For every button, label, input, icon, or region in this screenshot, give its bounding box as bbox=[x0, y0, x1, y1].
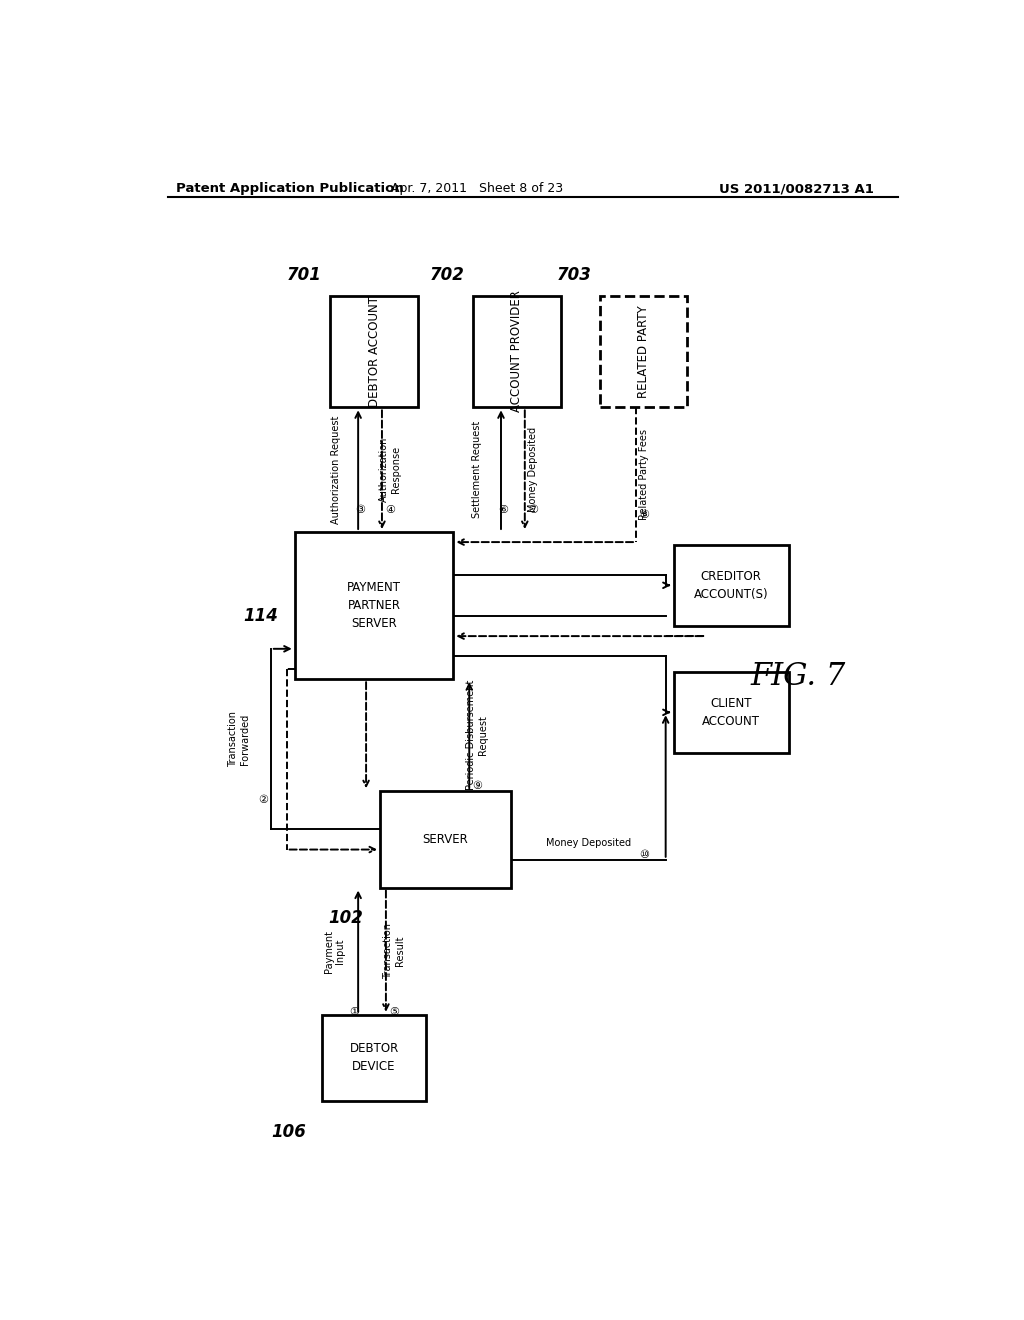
FancyBboxPatch shape bbox=[600, 296, 687, 408]
Text: FIG. 7: FIG. 7 bbox=[751, 661, 846, 692]
Text: DEBTOR ACCOUNT: DEBTOR ACCOUNT bbox=[368, 296, 381, 407]
FancyBboxPatch shape bbox=[295, 532, 454, 680]
Text: ③: ③ bbox=[355, 506, 366, 515]
Text: DEBTOR
DEVICE: DEBTOR DEVICE bbox=[349, 1043, 398, 1073]
FancyBboxPatch shape bbox=[323, 1015, 426, 1101]
Text: RELATED PARTY: RELATED PARTY bbox=[637, 305, 650, 397]
Text: ⑦: ⑦ bbox=[527, 506, 538, 515]
Text: Authorization Request: Authorization Request bbox=[331, 416, 341, 524]
Text: Money Deposited: Money Deposited bbox=[527, 428, 538, 512]
Text: US 2011/0082713 A1: US 2011/0082713 A1 bbox=[719, 182, 873, 195]
Text: Apr. 7, 2011   Sheet 8 of 23: Apr. 7, 2011 Sheet 8 of 23 bbox=[391, 182, 563, 195]
Text: Patent Application Publication: Patent Application Publication bbox=[176, 182, 403, 195]
Text: Payment
Input: Payment Input bbox=[324, 929, 345, 973]
Text: ⑨: ⑨ bbox=[472, 781, 482, 791]
Text: CLIENT
ACCOUNT: CLIENT ACCOUNT bbox=[702, 697, 760, 727]
Text: Transaction
Forwarded: Transaction Forwarded bbox=[228, 711, 250, 767]
Text: ①: ① bbox=[349, 1007, 359, 1018]
Text: Transaction
Result: Transaction Result bbox=[383, 923, 404, 979]
Text: ⑧: ⑧ bbox=[639, 511, 649, 520]
FancyBboxPatch shape bbox=[674, 545, 788, 626]
Text: ⑥: ⑥ bbox=[499, 506, 508, 515]
Text: CREDITOR
ACCOUNT(S): CREDITOR ACCOUNT(S) bbox=[694, 570, 768, 601]
Text: SERVER: SERVER bbox=[423, 833, 468, 846]
Text: 701: 701 bbox=[287, 267, 322, 284]
Text: 703: 703 bbox=[556, 267, 592, 284]
Text: 114: 114 bbox=[243, 607, 278, 624]
Text: Related Party Fees: Related Party Fees bbox=[639, 429, 649, 520]
Text: ACCOUNT PROVIDER: ACCOUNT PROVIDER bbox=[510, 290, 523, 412]
FancyBboxPatch shape bbox=[473, 296, 560, 408]
Text: 702: 702 bbox=[430, 267, 465, 284]
Text: 102: 102 bbox=[329, 909, 364, 927]
FancyBboxPatch shape bbox=[331, 296, 418, 408]
Text: ②: ② bbox=[258, 795, 268, 805]
Text: PAYMENT
PARTNER
SERVER: PAYMENT PARTNER SERVER bbox=[347, 581, 401, 630]
Text: 106: 106 bbox=[270, 1123, 306, 1140]
Text: Money Deposited: Money Deposited bbox=[546, 837, 631, 847]
Text: ⑤: ⑤ bbox=[389, 1007, 399, 1018]
FancyBboxPatch shape bbox=[674, 672, 788, 752]
Text: Settlement Request: Settlement Request bbox=[472, 421, 482, 519]
Text: Authorization
Response: Authorization Response bbox=[379, 437, 400, 503]
Text: ⑩: ⑩ bbox=[639, 850, 649, 859]
Text: ④: ④ bbox=[385, 506, 395, 515]
FancyBboxPatch shape bbox=[380, 791, 511, 887]
Text: Periodic Disbursement
Request: Periodic Disbursement Request bbox=[466, 680, 488, 791]
